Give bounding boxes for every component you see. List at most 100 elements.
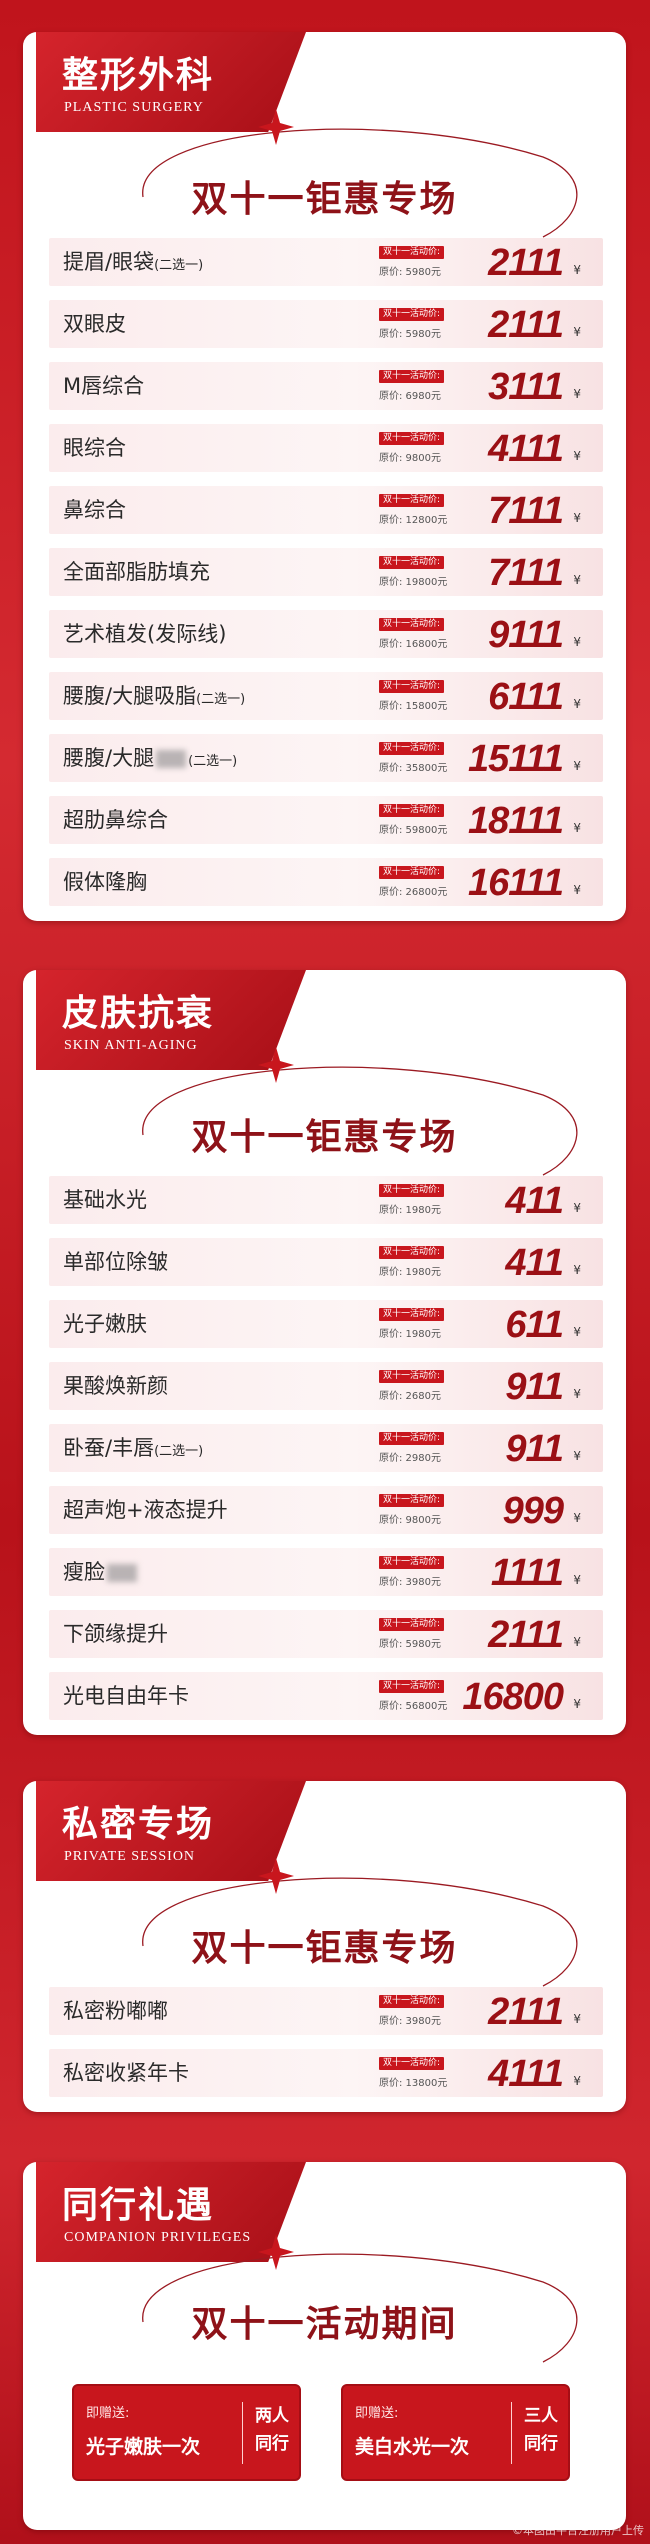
currency: ¥ xyxy=(573,2012,581,2026)
price-row: 光子嫩肤 双十一活动价: 原价: 1980元 611 ¥ xyxy=(49,1300,603,1348)
sale-price: 4111 xyxy=(488,2053,564,2095)
currency: ¥ xyxy=(573,697,581,711)
original-price: 原价: 15800元 xyxy=(379,701,448,712)
original-price: 原价: 5980元 xyxy=(379,329,441,340)
sale-price: 15111 xyxy=(467,738,564,780)
promo-label: 双十一活动价: xyxy=(379,618,445,631)
offer-condition: 三人 同行 xyxy=(511,2402,558,2464)
item-name-text: 腰腹/大腿吸脂 xyxy=(63,684,197,708)
section-banner: 双十一活动期间 xyxy=(191,2303,458,2345)
sale-price: 18111 xyxy=(467,800,564,842)
price-row: 瘦脸 双十一活动价: 原价: 3980元 1111 ¥ xyxy=(49,1548,603,1596)
swoosh xyxy=(142,109,578,238)
item-name-text: 瘦脸 xyxy=(63,1560,105,1584)
price-row: 艺术植发(发际线) 双十一活动价: 原价: 16800元 9111 ¥ xyxy=(49,610,603,658)
promo-label: 双十一活动价: xyxy=(379,494,445,507)
promo-label: 双十一活动价: xyxy=(379,432,445,445)
sale-price: 16800 xyxy=(462,1676,564,1718)
sale-price: 999 xyxy=(502,1490,564,1532)
original-price: 原价: 13800元 xyxy=(379,2078,448,2089)
item-name-text: 鼻综合 xyxy=(63,498,126,522)
original-price: 原价: 16800元 xyxy=(379,639,448,650)
original-price: 原价: 26800元 xyxy=(379,887,448,898)
offer-label: 即赠送: xyxy=(355,2406,399,2421)
item-name-text: 卧蚕/丰唇 xyxy=(63,1436,155,1460)
item-name: 超声炮+液态提升 xyxy=(63,1486,228,1534)
sale-price: 1111 xyxy=(490,1552,564,1594)
original-price: 原价: 12800元 xyxy=(379,515,448,526)
original-price: 原价: 56800元 xyxy=(379,1701,448,1712)
section-title: 私密专场 xyxy=(62,1804,215,1844)
promo-label: 双十一活动价: xyxy=(379,1432,445,1445)
currency: ¥ xyxy=(573,387,581,401)
sale-price: 2111 xyxy=(488,1614,564,1656)
redacted-text xyxy=(107,1564,137,1582)
currency: ¥ xyxy=(573,635,581,649)
item-name-text: 提眉/眼袋 xyxy=(63,250,155,274)
sale-price: 911 xyxy=(505,1428,564,1470)
item-note: (二选一) xyxy=(188,754,238,769)
item-name-text: 下颌缘提升 xyxy=(63,1622,168,1646)
price-row: 假体隆胸 双十一活动价: 原价: 26800元 16111 ¥ xyxy=(49,858,603,906)
section-card: 皮肤抗衰 SKIN ANTI-AGING 双十一钜惠专场基础水光双十一活动价: 原价:… xyxy=(23,970,626,1735)
promo-label: 双十一活动价: xyxy=(379,1494,445,1507)
currency: ¥ xyxy=(573,1201,581,1215)
item-name: 果酸焕新颜 xyxy=(63,1362,168,1410)
sale-price: 6111 xyxy=(488,676,564,718)
item-name: 腰腹/大腿吸脂(二选一) xyxy=(63,672,245,724)
condition-line: 同行 xyxy=(255,2434,289,2454)
item-name: 假体隆胸 xyxy=(63,858,147,906)
item-name-text: 假体隆胸 xyxy=(63,870,147,894)
item-name-text: 艺术植发(发际线) xyxy=(63,622,227,646)
currency: ¥ xyxy=(573,821,581,835)
swoosh xyxy=(142,1047,578,1176)
price-row: 下颌缘提升 双十一活动价: 原价: 5980元 2111 ¥ xyxy=(49,1610,603,1658)
section-tab: 皮肤抗衰 SKIN ANTI-AGING xyxy=(36,970,306,1070)
currency: ¥ xyxy=(573,1697,581,1711)
promo-label: 双十一活动价: xyxy=(379,1680,445,1693)
price-row: M唇综合 双十一活动价: 原价: 6980元 3111 ¥ xyxy=(49,362,603,410)
original-price: 原价: 2680元 xyxy=(379,1391,441,1402)
item-name-text: M唇综合 xyxy=(63,374,145,398)
item-note: (二选一) xyxy=(196,692,246,707)
sale-price: 7111 xyxy=(488,552,564,594)
offer-box: 即赠送: 光子嫩肤一次 两人 同行 xyxy=(72,2384,301,2481)
original-price: 原价: 9800元 xyxy=(379,1515,441,1526)
section-banner: 双十一钜惠专场 xyxy=(191,1116,458,1158)
sale-price: 7111 xyxy=(488,490,564,532)
original-price: 原价: 1980元 xyxy=(379,1329,441,1340)
sale-price: 9111 xyxy=(488,614,564,656)
item-name-text: 腰腹/大腿 xyxy=(63,746,155,770)
promo-label: 双十一活动价: xyxy=(379,742,445,755)
promo-label: 双十一活动价: xyxy=(379,308,445,321)
swoosh xyxy=(142,1858,578,1987)
promo-label: 双十一活动价: xyxy=(379,1246,445,1259)
item-name-text: 光子嫩肤 xyxy=(63,1312,147,1336)
item-name: 光电自由年卡 xyxy=(63,1672,189,1720)
price-row: 卧蚕/丰唇(二选一) 双十一活动价: 原价: 2980元 911 ¥ xyxy=(49,1424,603,1472)
price-row: 单部位除皱 双十一活动价: 原价: 1980元 411 ¥ xyxy=(49,1238,603,1286)
promo-label: 双十一活动价: xyxy=(379,556,445,569)
offer-condition: 两人 同行 xyxy=(242,2402,289,2464)
original-price: 原价: 35800元 xyxy=(379,763,448,774)
item-name: 私密粉嘟嘟 xyxy=(63,1987,168,2035)
sale-price: 4111 xyxy=(488,428,564,470)
promo-label: 双十一活动价: xyxy=(379,1556,445,1569)
item-name: 全面部脂肪填充 xyxy=(63,548,210,596)
original-price: 原价: 3980元 xyxy=(379,2016,441,2027)
item-name: 私密收紧年卡 xyxy=(63,2049,189,2097)
currency: ¥ xyxy=(573,449,581,463)
currency: ¥ xyxy=(573,1511,581,1525)
item-name: 鼻综合 xyxy=(63,486,126,534)
currency: ¥ xyxy=(573,1387,581,1401)
promo-label: 双十一活动价: xyxy=(379,1370,445,1383)
currency: ¥ xyxy=(573,573,581,587)
offer-gift: 美白水光一次 xyxy=(355,2436,470,2458)
item-name-text: 私密收紧年卡 xyxy=(63,2061,189,2085)
item-name: 基础水光 xyxy=(63,1176,147,1224)
item-name: 单部位除皱 xyxy=(63,1238,168,1286)
section-title: 整形外科 xyxy=(62,55,215,95)
sale-price: 3111 xyxy=(488,366,564,408)
item-name-text: 光电自由年卡 xyxy=(63,1684,189,1708)
privileges-card: 同行礼遇 COMPANION PRIVILEGES 双十一活动期间 即赠送: 光子嫩肤一… xyxy=(23,2162,626,2530)
